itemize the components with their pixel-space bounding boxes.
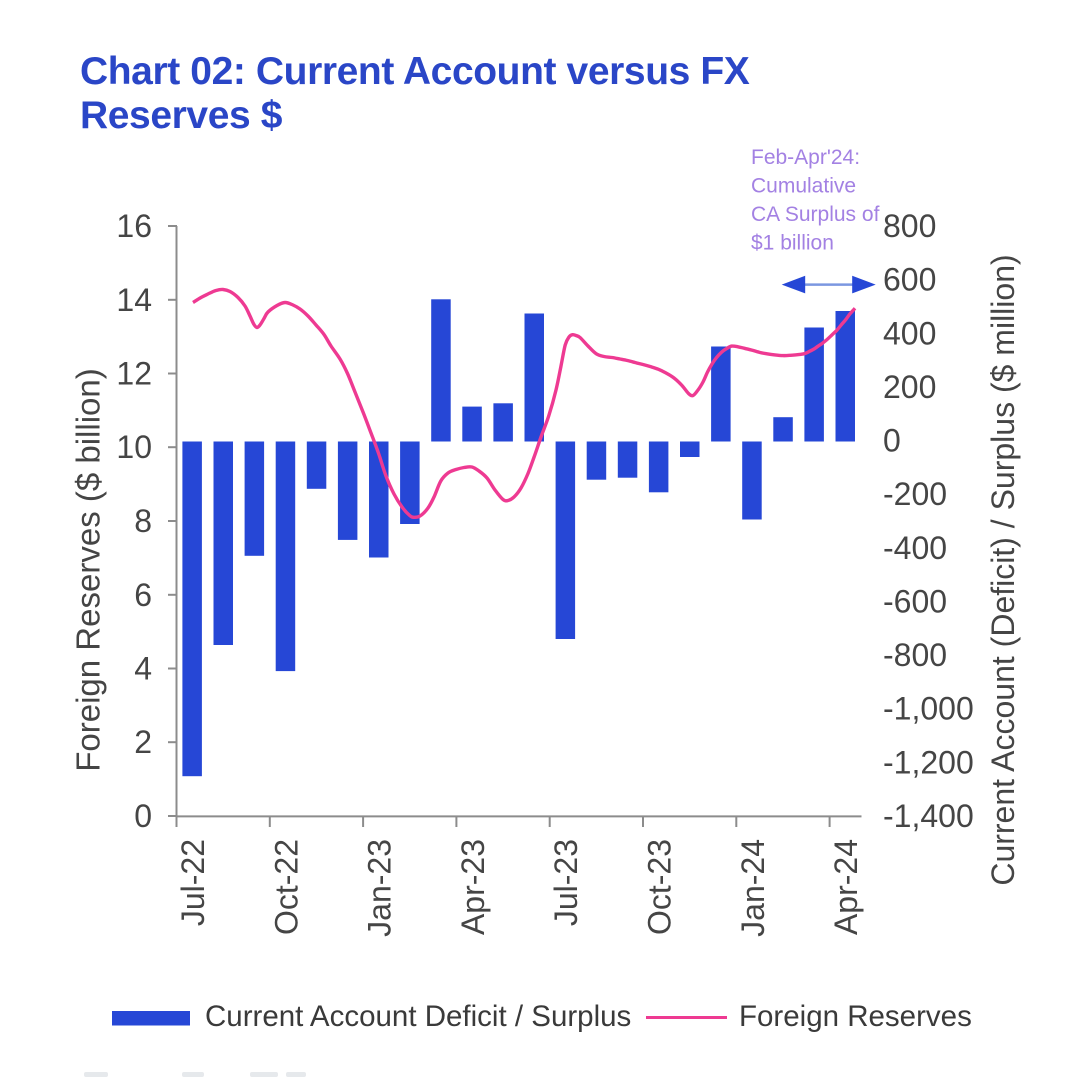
svg-text:Foreign Reserves: Foreign Reserves xyxy=(739,1000,972,1033)
svg-text:Apr-23: Apr-23 xyxy=(455,839,491,935)
svg-text:Apr-24: Apr-24 xyxy=(828,839,864,935)
svg-text:Current Account Deficit / Surp: Current Account Deficit / Surplus xyxy=(205,1000,631,1033)
svg-text:Current Account (Deficit) / Su: Current Account (Deficit) / Surplus ($ m… xyxy=(985,254,1021,885)
svg-text:-1,200: -1,200 xyxy=(883,744,974,780)
svg-text:Oct-22: Oct-22 xyxy=(268,839,304,935)
svg-text:Chart 02: Current Account vers: Chart 02: Current Account versus FX xyxy=(80,50,750,93)
svg-text:0: 0 xyxy=(883,423,901,459)
svg-text:14: 14 xyxy=(116,282,152,318)
svg-text:-400: -400 xyxy=(883,530,947,566)
svg-text:$1 billion: $1 billion xyxy=(751,232,834,255)
svg-text:Feb-Apr'24:: Feb-Apr'24: xyxy=(751,146,860,169)
svg-text:Reserves $: Reserves $ xyxy=(80,94,283,137)
svg-text:6: 6 xyxy=(134,577,152,613)
svg-text:-1,400: -1,400 xyxy=(883,798,974,834)
svg-text:-200: -200 xyxy=(883,476,947,512)
svg-text:Jul-23: Jul-23 xyxy=(548,839,584,926)
svg-text:16: 16 xyxy=(116,208,152,244)
svg-text:0: 0 xyxy=(134,798,152,834)
svg-text:200: 200 xyxy=(883,369,936,405)
svg-text:8: 8 xyxy=(134,503,152,539)
svg-text:-600: -600 xyxy=(883,584,947,620)
svg-text:Foreign Reserves ($ billion): Foreign Reserves ($ billion) xyxy=(70,368,107,772)
svg-text:Jan-23: Jan-23 xyxy=(362,839,398,937)
svg-text:Cumulative: Cumulative xyxy=(751,175,856,198)
svg-text:800: 800 xyxy=(883,208,936,244)
svg-text:12: 12 xyxy=(116,356,152,392)
svg-text:Oct-23: Oct-23 xyxy=(642,839,678,935)
svg-text:-800: -800 xyxy=(883,637,947,673)
svg-text:2: 2 xyxy=(134,724,152,760)
svg-text:600: 600 xyxy=(883,262,936,298)
svg-text:CA Surplus of: CA Surplus of xyxy=(751,203,880,226)
svg-text:400: 400 xyxy=(883,315,936,351)
svg-text:-1,000: -1,000 xyxy=(883,691,974,727)
svg-text:Jul-22: Jul-22 xyxy=(175,839,211,926)
svg-text:4: 4 xyxy=(134,651,152,687)
svg-text:Jan-24: Jan-24 xyxy=(735,839,771,937)
svg-text:10: 10 xyxy=(116,429,152,465)
